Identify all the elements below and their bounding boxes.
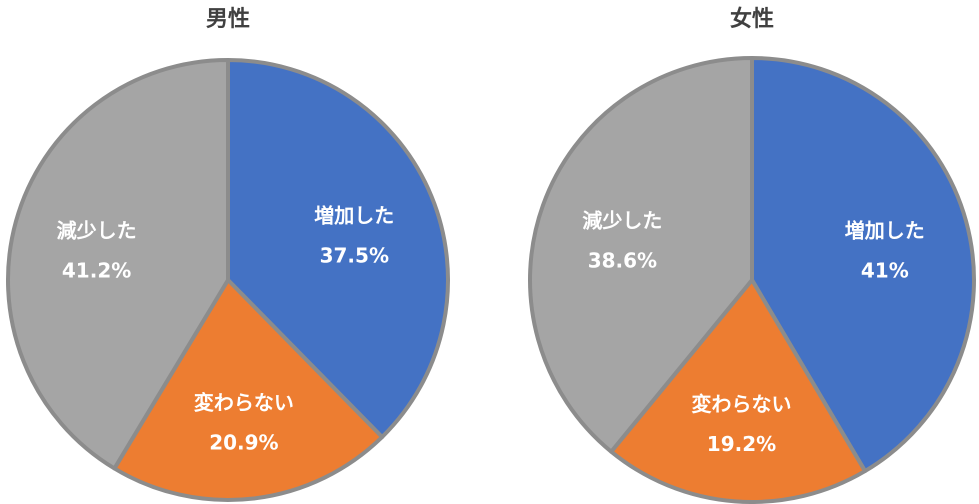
slice-category-label-male-2: 減少した (57, 219, 137, 243)
pie-slice-male-2 (6, 58, 230, 471)
chart-title-male: 男性 (206, 7, 250, 32)
pie-slice-female-1 (609, 278, 868, 504)
slice-category-label-male-1: 変わらない (194, 391, 294, 415)
slice-category-label-female-0: 増加した (845, 219, 925, 243)
slice-value-label-female-2: 38.6% (588, 249, 657, 273)
slice-category-label-male-0: 増加した (314, 203, 394, 227)
pie-slice-female-2 (528, 56, 754, 454)
slices (528, 56, 976, 504)
slice-category-label-female-1: 変わらない (692, 392, 792, 416)
slice-value-label-female-1: 19.2% (707, 432, 776, 456)
slice-value-label-male-0: 37.5% (320, 243, 389, 267)
pie-slice-male-1 (112, 278, 385, 502)
pie-slice-female-0 (750, 56, 976, 474)
slice-labels: 増加した 41% 変わらない 19.2% 減少した 38.6% (582, 209, 924, 457)
slice-value-label-female-0: 41% (861, 259, 909, 283)
slice-value-label-male-2: 41.2% (62, 259, 131, 283)
slice-value-label-male-1: 20.9% (209, 431, 278, 455)
slice-labels: 増加した 37.5% 変わらない 20.9% 減少した 41.2% (57, 203, 395, 454)
chart-title-female: 女性 (730, 6, 774, 32)
slice-category-label-female-2: 減少した (582, 209, 662, 233)
pie-slice-male-0 (226, 58, 450, 440)
slices (6, 58, 450, 502)
